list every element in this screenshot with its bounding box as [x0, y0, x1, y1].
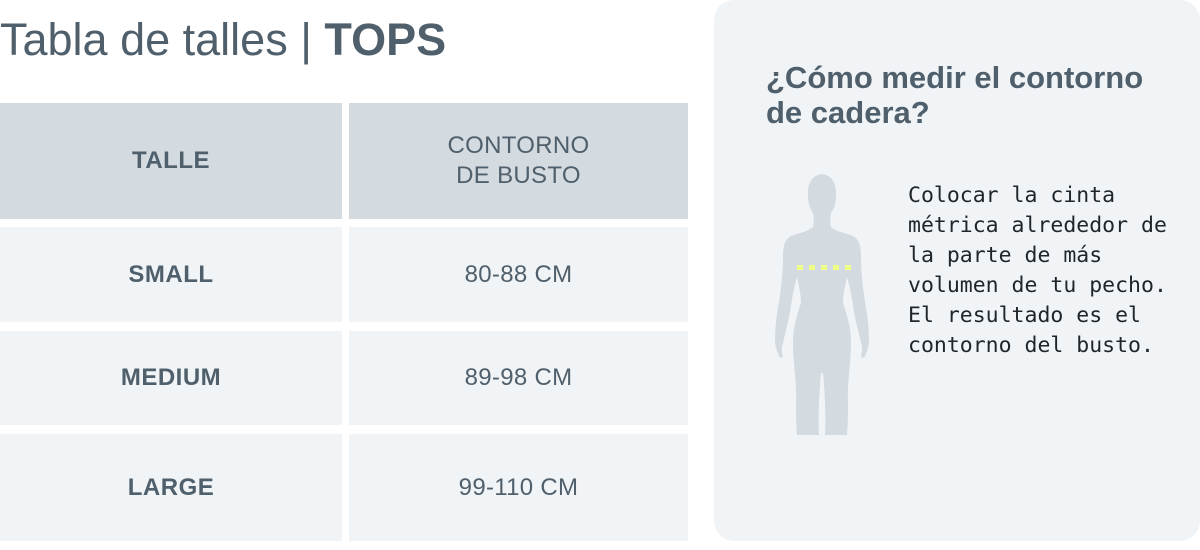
table-row-size: MEDIUM [0, 331, 342, 425]
female-silhouette-icon [775, 174, 869, 435]
page-title: Tabla de talles | TOPS [0, 14, 447, 65]
measure-guide-panel: ¿Cómo medir el contorno de cadera? Coloc… [714, 0, 1200, 541]
table-row-bust: 89-98 CM [349, 331, 688, 425]
measure-line [797, 265, 851, 270]
guide-instructions: Colocar la cinta métrica alrededor de la… [908, 183, 1167, 358]
table-row-bust: 99-110 CM [349, 434, 688, 541]
guide-title: ¿Cómo medir el contorno de cadera? [766, 60, 1144, 130]
header-contorno: CONTORNO DE BUSTO [349, 103, 688, 219]
table-row-size: LARGE [0, 434, 342, 541]
table-row-size: SMALL [0, 227, 342, 322]
header-talle: TALLE [0, 103, 342, 219]
table-row-bust: 80-88 CM [349, 227, 688, 322]
